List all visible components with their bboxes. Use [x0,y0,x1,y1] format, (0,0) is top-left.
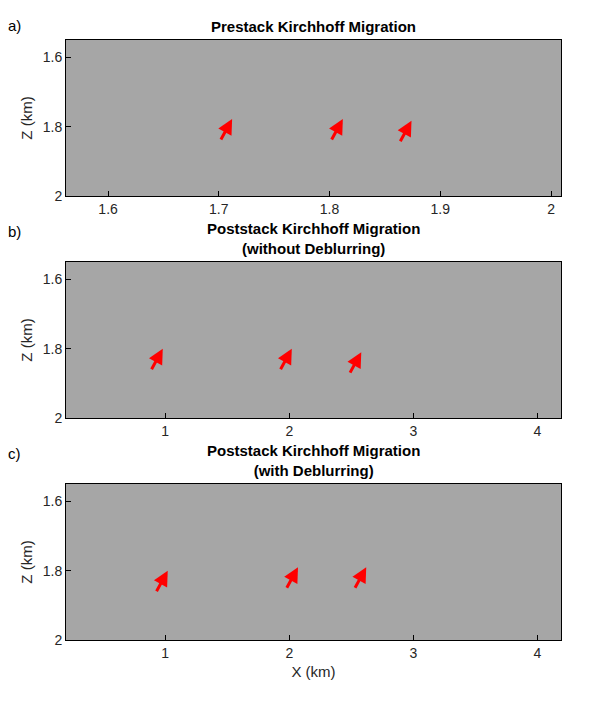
svg-text:1.6: 1.6 [43,271,63,287]
svg-text:1: 1 [161,645,169,661]
svg-text:2: 2 [285,645,293,661]
svg-text:X (km): X (km) [291,663,335,680]
svg-text:4: 4 [534,645,542,661]
svg-text:1.9: 1.9 [431,201,451,217]
svg-text:Z (km): Z (km) [18,318,35,361]
svg-text:2: 2 [54,188,62,204]
svg-text:1.6: 1.6 [43,493,63,509]
svg-text:1.6: 1.6 [98,201,118,217]
svg-text:1.8: 1.8 [320,201,340,217]
svg-text:1.6: 1.6 [43,49,63,65]
svg-text:2: 2 [285,423,293,439]
svg-text:b): b) [8,223,21,240]
svg-text:2: 2 [54,632,62,648]
svg-text:3: 3 [409,645,417,661]
svg-text:Poststack Kirchhoff Migration(: Poststack Kirchhoff Migration(with Deblu… [207,442,420,479]
svg-text:1.8: 1.8 [43,119,63,135]
svg-text:Poststack Kirchhoff Migration(: Poststack Kirchhoff Migration(without De… [207,220,420,257]
svg-text:1.8: 1.8 [43,563,63,579]
svg-text:1.8: 1.8 [43,341,63,357]
svg-text:a): a) [8,17,21,34]
svg-text:Prestack Kirchhoff Migration: Prestack Kirchhoff Migration [211,18,416,35]
svg-text:2: 2 [54,410,62,426]
svg-text:3: 3 [409,423,417,439]
svg-text:c): c) [8,445,21,462]
svg-text:1: 1 [161,423,169,439]
svg-text:1.7: 1.7 [209,201,229,217]
svg-text:2: 2 [547,201,555,217]
svg-text:Z (km): Z (km) [18,96,35,139]
svg-text:Z (km): Z (km) [18,540,35,583]
svg-text:4: 4 [534,423,542,439]
